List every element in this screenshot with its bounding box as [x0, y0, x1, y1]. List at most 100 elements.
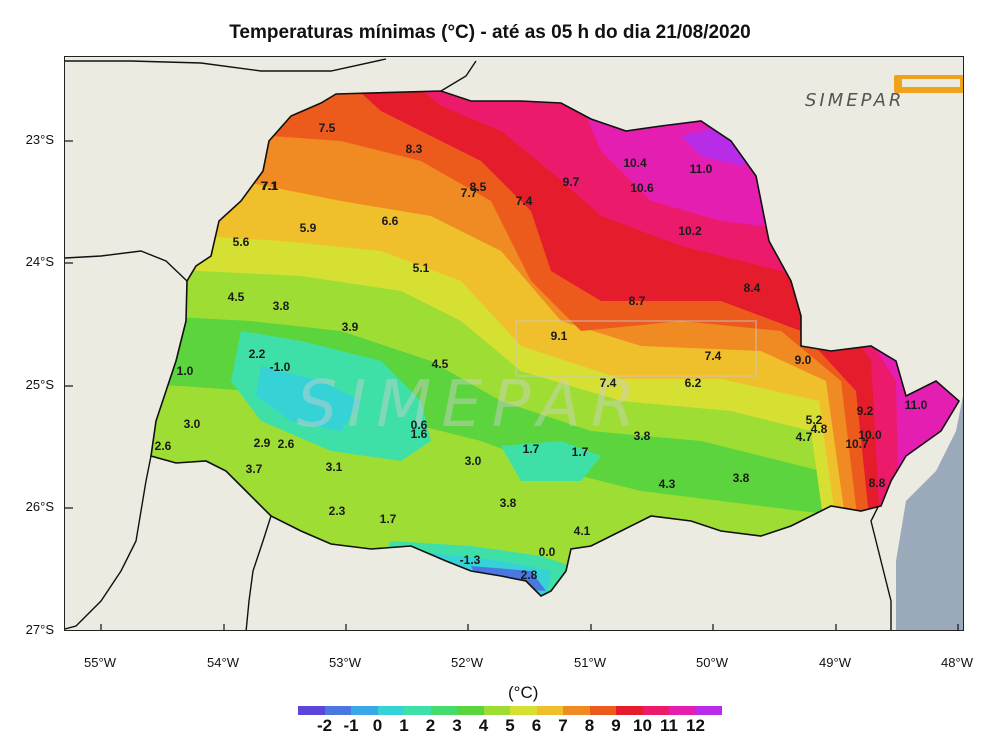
- colorbar-swatch: [324, 706, 351, 715]
- station-value: 6.2: [685, 376, 702, 390]
- station-value: 3.9: [342, 320, 359, 334]
- station-value: 10.0: [858, 428, 882, 442]
- station-value: 3.8: [273, 299, 290, 313]
- station-value: -1.0: [270, 360, 291, 374]
- colorbar-swatch: [563, 706, 590, 715]
- station-value: 3.8: [733, 471, 750, 485]
- station-value: 2.9: [254, 436, 271, 450]
- station-value: 3.8: [634, 429, 651, 443]
- station-value: 9.7: [563, 175, 580, 189]
- watermark: SIMEPAR: [297, 368, 646, 442]
- station-value: 8.4: [744, 281, 761, 295]
- colorbar-swatch: [589, 706, 616, 715]
- station-value: 3.0: [184, 417, 201, 431]
- station-value: 0.6: [411, 418, 428, 432]
- station-value: 3.1: [326, 460, 343, 474]
- station-value: 7.4: [516, 194, 533, 208]
- colorbar-swatch: [616, 706, 643, 715]
- station-value: 10.2: [678, 224, 702, 238]
- station-value: 10.4: [623, 156, 647, 170]
- station-value: 10.7: [845, 437, 869, 451]
- lat-label-26: 26°S: [25, 499, 54, 514]
- lon-label-51: 51°W: [574, 655, 606, 670]
- axis-ticks: [65, 140, 959, 630]
- colorbar-tick-label: -2: [316, 716, 333, 735]
- station-value: 1.7: [380, 512, 397, 526]
- colorbar-swatch: [483, 706, 510, 715]
- station-value: 8.5: [470, 180, 487, 194]
- colorbar-tick-label: 0: [372, 716, 383, 735]
- station-value: 9.2: [857, 404, 874, 418]
- colorbar-tick-label: 11: [660, 716, 678, 735]
- lon-label-50: 50°W: [696, 655, 728, 670]
- map-frame: SIMEPAR 7.1 7.5 8.3 8.5 7.7 9.7 10.4 11.0 10.6 7.…: [64, 56, 964, 631]
- station-value: 3.7: [246, 462, 263, 476]
- station-value: 7.1: [262, 179, 279, 193]
- colorbar-tick-label: -1: [343, 716, 359, 735]
- station-value: 7.1: [261, 179, 278, 193]
- station-value: 1.7: [572, 445, 589, 459]
- station-value: 8.8: [869, 476, 886, 490]
- colorbar-tick-label: 9: [611, 716, 621, 735]
- lat-label-25: 25°S: [25, 377, 54, 392]
- lon-label-55: 55°W: [84, 655, 116, 670]
- colorbar-tick-label: 8: [584, 716, 595, 735]
- colorbar-swatch: [695, 706, 722, 715]
- colorbar-swatch: [642, 706, 669, 715]
- station-value: 4.5: [432, 357, 449, 371]
- station-value: 3.8: [500, 496, 517, 510]
- colorbar-tick-label: 12: [686, 716, 705, 735]
- colorbar-swatch: [377, 706, 404, 715]
- station-value: 1.6: [411, 427, 428, 441]
- station-value: 1.7: [523, 442, 540, 456]
- station-value: 2.8: [521, 568, 538, 582]
- station-value: 11.0: [690, 162, 713, 176]
- colorbar-swatch: [430, 706, 457, 715]
- map-title: Temperaturas mínimas (°C) - até as 05 h …: [229, 22, 751, 43]
- colorbar-swatch: [536, 706, 563, 715]
- station-value: 7.4: [705, 349, 722, 363]
- station-value: 8.3: [406, 142, 423, 156]
- lon-label-53: 53°W: [329, 655, 361, 670]
- colorbar-tick-label: 3: [452, 716, 462, 735]
- lon-label-49: 49°W: [819, 655, 851, 670]
- station-values: 7.17.58.38.57.79.710.4 11.010.67.410.27.1…: [155, 121, 928, 582]
- station-value: 7.4: [600, 376, 617, 390]
- colorbar-tick-label: 10: [633, 716, 652, 735]
- lat-label-23: 23°S: [25, 132, 54, 147]
- station-value: 4.5: [228, 290, 245, 304]
- station-value: 4.3: [659, 477, 676, 491]
- station-value: 11.0: [905, 398, 928, 412]
- unit-label: (°C): [508, 683, 539, 702]
- colorbar-swatch: [351, 706, 378, 715]
- colorbar-swatch: [510, 706, 537, 715]
- lat-label-27: 27°S: [25, 622, 54, 637]
- station-value: 5.2: [806, 413, 823, 427]
- station-value: 9.1: [551, 329, 568, 343]
- station-value: 2.6: [278, 437, 295, 451]
- colorbar-tick-label: 6: [531, 716, 542, 735]
- colorbar-swatch: [457, 706, 484, 715]
- station-value: 5.6: [233, 235, 250, 249]
- station-value: 5.1: [413, 261, 430, 275]
- station-value: 4.8: [811, 422, 828, 436]
- temperature-map: SIMEPAR 7.1 7.5 8.3 8.57.7 9.7 10.4 11.0 10.6 7.…: [65, 58, 963, 630]
- lon-label-52: 52°W: [451, 655, 483, 670]
- simepar-logo-mark: [894, 75, 963, 93]
- station-value: 2.3: [329, 504, 346, 518]
- station-value: 0.0: [539, 545, 556, 559]
- simepar-logo: SIMEPAR: [805, 90, 905, 111]
- station-value: 7.7: [461, 186, 478, 200]
- station-value: 2.2: [249, 347, 266, 361]
- station-value: 9.0: [795, 353, 812, 367]
- colorbar-tick-label: 7: [558, 716, 568, 735]
- station-value: 3.0: [465, 454, 482, 468]
- colorbar-tick-label: 2: [425, 716, 436, 735]
- colorbar-swatch: [669, 706, 696, 715]
- lon-label-54: 54°W: [207, 655, 239, 670]
- station-value: 7.5: [319, 121, 336, 135]
- station-value: 5.9: [300, 221, 317, 235]
- colorbar-tick-label: 5: [505, 716, 515, 735]
- colorbar-swatch: [298, 706, 325, 715]
- station-value: -1.3: [460, 553, 481, 567]
